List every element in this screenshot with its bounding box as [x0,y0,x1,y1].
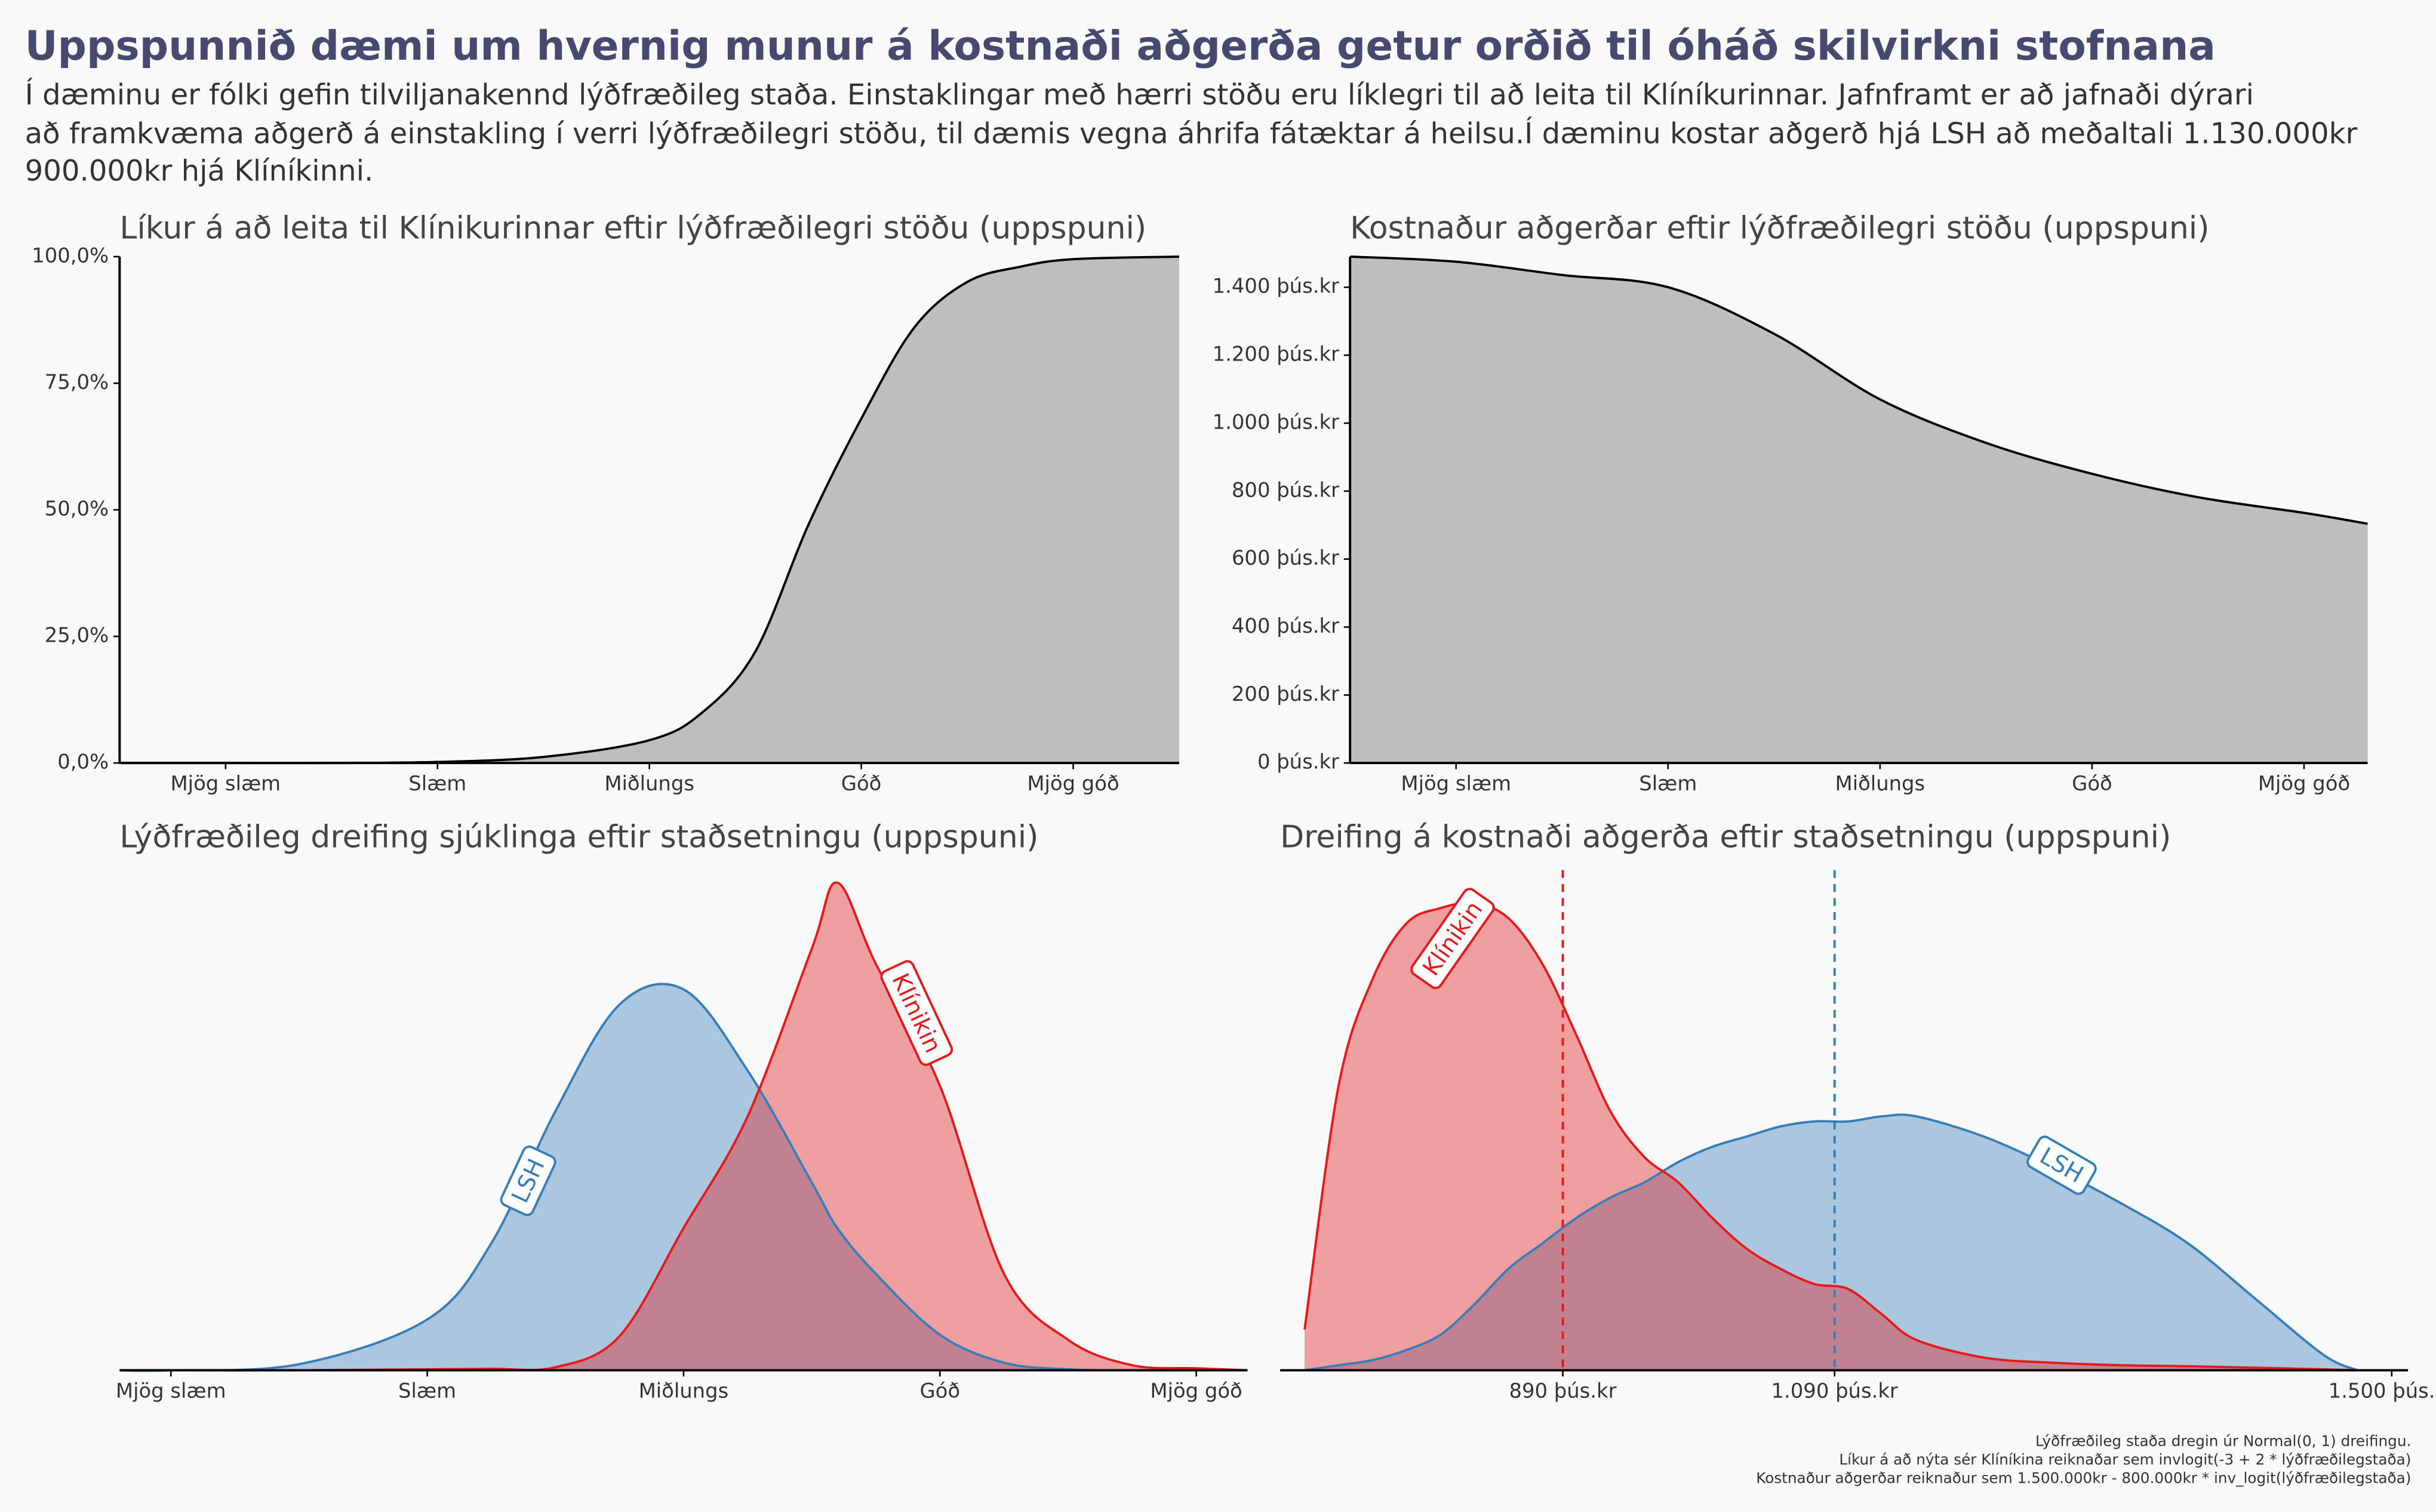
x-tick-label: Mjög slæm [116,1379,226,1403]
y-tick-label: 200 þús.kr [1232,682,1339,706]
y-tick-label: 1.400 þús.kr [1213,275,1339,298]
caption: Lýðfræðileg staða dregin úr Normal(0, 1)… [2035,1432,2411,1449]
y-tick-label: 400 þús.kr [1232,614,1339,638]
x-tick-label: Slæm [398,1379,456,1403]
y-tick-label: 1.000 þús.kr [1213,410,1339,433]
x-tick-label: Mjög góð [2258,772,2350,795]
area [119,984,1248,1371]
line [1303,901,2358,1372]
label-box [2026,1135,2097,1195]
panel-title: Kostnaður aðgerðar eftir lýðfræðilegri s… [1350,211,2209,247]
x-tick-label: Góð [919,1379,960,1403]
y-tick-label: 1.200 þús.kr [1213,343,1339,366]
area [1305,903,2358,1371]
subtitle: 900.000kr hjá Klíníkinni. [25,154,374,187]
area [119,256,1179,763]
y-tick-label: 75,0% [45,371,109,394]
x-tick-label: Góð [841,772,882,795]
subtitle: að framkvæma aðgerð á einstakling í verr… [25,116,2358,150]
y-tick-label: 0 þús.kr [1257,750,1339,774]
x-tick-label: Mjög góð [1027,772,1119,795]
x-tick-label: Mjög slæm [1401,772,1511,795]
x-tick-label: Miðlungs [1835,772,1926,795]
y-tick-label: 50,0% [45,497,109,521]
x-tick-label: Miðlungs [639,1379,729,1403]
area [1350,256,2368,763]
label-box [500,1145,556,1217]
panel-title: Lýðfræðileg dreifing sjúklinga eftir sta… [119,820,1038,855]
x-tick-label: 1.090 þús.kr [1771,1379,1898,1403]
line [1304,1113,2358,1372]
y-tick-label: 0,0% [57,750,109,774]
y-tick-label: 800 þús.kr [1232,478,1339,501]
line [1350,255,2368,525]
x-tick-label: Mjög góð [1150,1379,1242,1403]
x-tick-label: Slæm [1639,772,1697,795]
x-tick-label: 1.500 þús.kr [2329,1379,2436,1403]
subtitle: Í dæminu er fólki gefin tilviljanakennd … [25,78,2254,112]
x-tick-label: Mjög slæm [171,772,281,795]
caption: Kostnaður aðgerðar reiknaður sem 1.500.0… [1756,1470,2411,1487]
x-tick-label: Slæm [408,772,466,795]
line [119,983,1248,1372]
y-tick-label: 25,0% [45,624,109,647]
area [119,882,1248,1371]
x-tick-label: Góð [2072,772,2112,795]
label-box [1410,888,1495,990]
page-title: Uppspunnið dæmi um hvernig munur á kostn… [25,22,2216,69]
y-tick-label: 600 þús.kr [1232,546,1339,569]
x-tick-label: 890 þús.kr [1509,1379,1616,1403]
panel-title: Dreifing á kostnaði aðgerða eftir staðse… [1280,820,2171,855]
y-tick-label: 100,0% [32,244,109,267]
label-box [880,960,954,1066]
area [1305,1114,2358,1371]
caption: Líkur á að nýta sér Klíníkina reiknaðar … [1839,1451,2411,1468]
panel-title: Líkur á að leita til Klínikurinnar eftir… [119,211,1146,247]
x-tick-label: Miðlungs [604,772,694,795]
